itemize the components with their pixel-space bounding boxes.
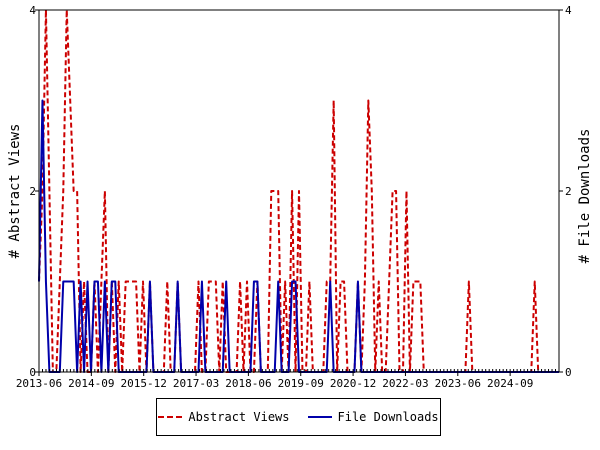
x-tick-label: 2024-09: [487, 377, 533, 390]
x-tick-label: 2017-03: [173, 377, 219, 390]
x-tick-label: 2022-03: [382, 377, 428, 390]
x-tick-label: 2019-09: [278, 377, 324, 390]
legend-label-file-downloads: File Downloads: [337, 410, 439, 424]
legend-label-abstract-views: Abstract Views: [188, 410, 290, 424]
legend: Abstract Views File Downloads: [156, 398, 441, 436]
x-tick-label: 2018-06: [225, 377, 271, 390]
y-right-tick-label: 0: [565, 366, 572, 379]
legend-item-abstract-views: Abstract Views: [158, 410, 290, 424]
x-tick-label: 2015-12: [121, 377, 167, 390]
y-right-tick-label: 2: [565, 185, 572, 198]
x-tick-label: 2013-06: [16, 377, 62, 390]
y-left-tick-label: 0: [29, 366, 36, 379]
y-left-tick-label: 2: [29, 185, 36, 198]
chart: 2013-06 2014-09 2015-12 2017-03 2018-06 2019-…: [7, 4, 593, 390]
legend-swatch-file-downloads: [307, 416, 332, 418]
y-axis-left-title: # Abstract Views: [7, 124, 23, 259]
y-axis-right-title: # File Downloads: [577, 129, 593, 264]
legend-swatch-abstract-views: [158, 416, 183, 418]
series-line-abstract-views: [38, 9, 559, 373]
x-tick-label: 2020-12: [330, 377, 376, 390]
legend-item-file-downloads: File Downloads: [307, 410, 439, 424]
x-tick-label: 2023-06: [435, 377, 481, 390]
y-right-tick-label: 4: [565, 4, 572, 17]
y-left-tick-label: 4: [29, 4, 36, 17]
x-tick-label: 2014-09: [68, 377, 114, 390]
